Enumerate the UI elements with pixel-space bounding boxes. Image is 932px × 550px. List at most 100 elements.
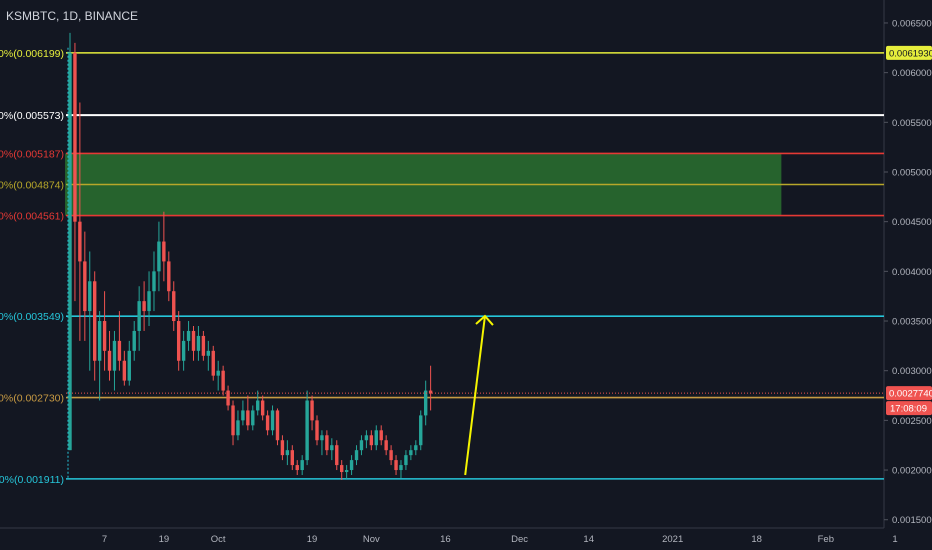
candle-body — [112, 340, 117, 371]
candle-body — [330, 445, 334, 451]
x-tick-label: Oct — [211, 534, 226, 545]
y-tick-label: 0.00300000 — [892, 366, 932, 377]
y-tick-label: 0.00500000 — [892, 167, 932, 178]
candle-body — [423, 390, 428, 416]
candle-body — [241, 410, 245, 421]
candle-body — [137, 301, 141, 331]
candle-body — [394, 460, 398, 471]
fib-level-label: 90%(0.002730) — [0, 393, 64, 405]
candle-body — [404, 455, 408, 466]
candle-body — [83, 261, 87, 312]
x-tick-label: 19 — [307, 534, 318, 545]
current-price-tag-bg — [886, 386, 932, 401]
arrow-head — [475, 314, 494, 326]
candle-body — [305, 400, 309, 461]
fib-level-label: 60%(0.005573) — [0, 110, 64, 122]
arrow-shaft — [464, 315, 486, 476]
candle-body — [152, 271, 156, 292]
candle-body — [88, 281, 92, 312]
candle-body — [176, 321, 181, 361]
candle-body — [251, 410, 255, 426]
x-tick-label: 7 — [102, 534, 107, 545]
candle-body — [300, 460, 304, 471]
fib-level-label: 10%(0.005187) — [0, 148, 64, 160]
fib-level-label: 00%(0.004874) — [0, 180, 64, 192]
candle-body — [162, 241, 166, 262]
y-tick-label: 0.00150000 — [892, 515, 932, 526]
candle-body — [344, 470, 349, 473]
candle-body — [167, 261, 171, 292]
candle-body — [122, 360, 127, 381]
candle-body — [221, 370, 225, 391]
candle-body — [132, 330, 136, 351]
candle-body — [349, 460, 354, 471]
candle-body — [216, 370, 220, 376]
fib-level-label: 00%(0.003549) — [0, 311, 64, 323]
fib-level-label: 80%(0.004561) — [0, 211, 64, 223]
candle-body — [389, 450, 393, 461]
candle-body — [379, 430, 383, 441]
x-tick-label: 1 — [892, 534, 897, 545]
countdown-tag: 17:08:09 — [890, 404, 927, 415]
candle-body — [260, 400, 265, 416]
x-tick-label: Feb — [818, 534, 834, 545]
candle-body — [196, 335, 201, 351]
candle-body — [374, 430, 378, 446]
y-tick-label: 0.00250000 — [892, 416, 932, 427]
candle-body — [142, 301, 146, 312]
candle-body — [359, 440, 364, 451]
candle-body — [117, 340, 122, 361]
candle-body — [206, 350, 211, 356]
candle-body — [226, 390, 230, 406]
candle-body — [147, 291, 151, 312]
candle-body — [231, 405, 235, 436]
price-tag-bg — [886, 45, 932, 60]
candle-body — [107, 350, 112, 371]
countdown-tag-bg — [886, 401, 932, 416]
candle-body — [93, 281, 97, 361]
x-tick-label: 18 — [751, 534, 762, 545]
candle-body — [270, 410, 275, 431]
candle-body — [127, 350, 131, 381]
x-tick-label: Nov — [363, 534, 380, 545]
candle-body — [73, 52, 77, 222]
candle-body — [186, 330, 191, 341]
candle-body — [201, 335, 206, 356]
y-tick-label: 0.00200000 — [892, 466, 932, 477]
current-price-tag: 0.00277400 — [889, 389, 932, 400]
candle-body — [68, 52, 72, 451]
fib-level-label: 00%(0.006199) — [0, 48, 64, 60]
candle-body — [320, 435, 324, 441]
y-tick-label: 0.00450000 — [892, 217, 932, 228]
candle-body — [414, 445, 418, 451]
candle-body — [419, 415, 423, 446]
candle-body — [236, 420, 240, 436]
x-tick-label: 14 — [583, 534, 594, 545]
candle-body — [102, 321, 107, 351]
candle-body — [315, 420, 319, 441]
candle-body — [310, 400, 314, 421]
candle-body — [275, 410, 280, 441]
y-tick-label: 0.00550000 — [892, 118, 932, 129]
y-tick-label: 0.00400000 — [892, 267, 932, 278]
candle-body — [340, 465, 344, 473]
candle-body — [172, 291, 176, 322]
candle-body — [211, 350, 215, 376]
candle-body — [97, 321, 102, 361]
candle-body — [335, 445, 339, 466]
candle-body — [364, 435, 369, 441]
candle-body — [399, 465, 403, 471]
candle-body — [409, 450, 413, 456]
candle-body — [256, 400, 260, 411]
y-tick-label: 0.00350000 — [892, 317, 932, 328]
candle-body — [78, 221, 82, 262]
x-tick-label: 19 — [159, 534, 170, 545]
candle-body — [369, 435, 374, 446]
y-tick-label: 0.00650000 — [892, 18, 932, 29]
y-tick-label: 0.00600000 — [892, 68, 932, 79]
candle-body — [181, 340, 186, 361]
candle-body — [384, 440, 388, 451]
x-tick-label: Dec — [511, 534, 528, 545]
